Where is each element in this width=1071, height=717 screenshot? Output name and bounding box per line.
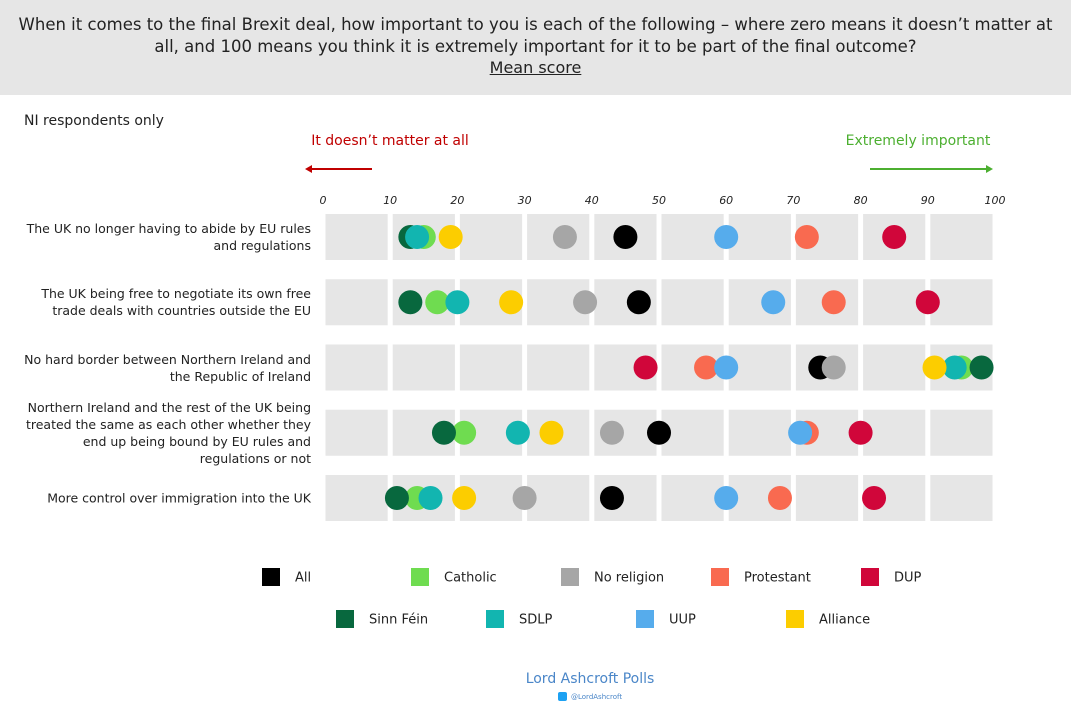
dot [633, 355, 658, 380]
legend-swatch [262, 568, 280, 586]
dot [425, 290, 450, 315]
annotation-right: Extremely important [846, 133, 991, 149]
legend-label: No religion [594, 571, 664, 586]
legend-label: Catholic [444, 571, 497, 586]
legend-label: UUP [669, 613, 696, 628]
subtitle: Mean score [489, 58, 582, 77]
legend-swatch [861, 568, 879, 586]
dot [512, 486, 537, 510]
dot [794, 225, 819, 249]
dot [694, 355, 719, 380]
dot [922, 355, 947, 380]
dot [445, 290, 470, 315]
legend-swatch [711, 568, 729, 586]
dot [539, 420, 564, 445]
x-tick-label: 90 [921, 194, 935, 207]
x-tick-label: 20 [450, 194, 464, 207]
legend-swatch [561, 568, 579, 586]
dot [452, 420, 477, 445]
legend-label: DUP [894, 571, 922, 586]
legend-swatch [636, 610, 654, 628]
dot [438, 225, 463, 249]
dot [714, 486, 739, 510]
dot [599, 486, 624, 510]
x-tick-label: 0 [320, 194, 327, 207]
note: NI respondents only [24, 113, 164, 129]
dot [384, 486, 409, 510]
dot [573, 290, 598, 315]
dot [767, 486, 792, 510]
x-tick-label: 40 [585, 194, 599, 207]
dot [613, 225, 638, 249]
twitter-icon [558, 692, 567, 701]
source: Lord Ashcroft Polls [526, 671, 655, 687]
dot [452, 486, 477, 510]
x-tick-label: 50 [652, 194, 666, 207]
title: When it comes to the final Brexit deal, … [18, 15, 1053, 56]
source-handle: @LordAshcroft [571, 693, 622, 701]
dot [418, 486, 443, 510]
dot [848, 420, 873, 445]
legend-label: Sinn Féin [369, 613, 428, 628]
dot [969, 355, 994, 380]
category-label: More control over immigration into the U… [47, 490, 311, 506]
legend-label: SDLP [519, 613, 553, 628]
dot [915, 290, 940, 315]
category-label: The UK no longer having to abide by EU r… [26, 221, 311, 253]
dot [505, 420, 530, 445]
legend-label: Alliance [819, 613, 870, 628]
category-label: No hard border between Northern Ireland … [24, 351, 311, 384]
legend-label: Protestant [744, 571, 811, 586]
dot [821, 355, 846, 380]
legend-swatch [786, 610, 804, 628]
x-tick-label: 70 [786, 194, 800, 207]
x-tick-label: 80 [854, 194, 868, 207]
legend-swatch [336, 610, 354, 628]
annotation-left: It doesn’t matter at all [311, 133, 469, 149]
dot [882, 225, 907, 249]
dot [626, 290, 651, 315]
legend-swatch [486, 610, 504, 628]
dot [552, 225, 577, 249]
right-arrow-head [986, 165, 993, 173]
x-tick-label: 60 [719, 194, 733, 207]
dot [942, 355, 967, 380]
x-tick-label: 30 [518, 194, 532, 207]
dot [431, 420, 456, 445]
category-label: Northern Ireland and the rest of the UK … [25, 399, 311, 466]
subtitle-wrap: Mean score [0, 58, 1071, 77]
dot [398, 290, 423, 315]
dot [714, 355, 739, 380]
dot [647, 420, 671, 445]
dot [862, 486, 887, 510]
x-tick-label: 100 [985, 194, 1006, 207]
left-arrow-head [305, 165, 312, 173]
dot [821, 290, 846, 315]
x-tick-label: 10 [383, 194, 397, 207]
dot [599, 420, 624, 445]
dot [788, 420, 813, 445]
dot [405, 225, 430, 249]
legend-label: All [295, 571, 311, 586]
dot [761, 290, 786, 315]
dot [499, 290, 524, 315]
legend-swatch [411, 568, 429, 586]
category-label: The UK being free to negotiate its own f… [41, 286, 311, 319]
header-band [0, 0, 1071, 95]
dot [714, 225, 739, 249]
